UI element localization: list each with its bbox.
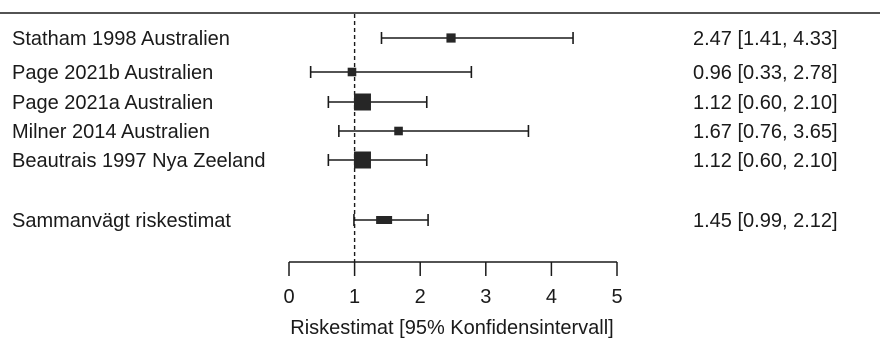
study-label: Page 2021b Australien xyxy=(12,62,213,84)
study-point-estimate xyxy=(353,93,371,111)
x-tick-label: 3 xyxy=(480,286,491,308)
study-point-estimate xyxy=(347,67,357,77)
study-label: Beautrais 1997 Nya Zeeland xyxy=(12,150,266,172)
x-tick-label: 2 xyxy=(415,286,426,308)
summary-label: Sammanvägt riskestimat xyxy=(12,210,231,232)
study-ci-text: 1.67 [0.76, 3.65] xyxy=(693,121,838,143)
x-axis: 0 1 2 3 4 5 xyxy=(283,261,623,308)
study-ci-text: 1.12 [0.60, 2.10] xyxy=(693,150,838,172)
study-label: Milner 2014 Australien xyxy=(12,121,210,143)
study-ci-text: 0.96 [0.33, 2.78] xyxy=(693,62,838,84)
study-point-estimate xyxy=(446,33,456,43)
study-ci-text: 1.12 [0.60, 2.10] xyxy=(693,92,838,114)
study-rows: Statham 1998 Australien 2.47 [1.41, 4.33]… xyxy=(12,14,838,262)
x-tick-label: 0 xyxy=(283,286,294,308)
study-ci-text: 2.47 [1.41, 4.33] xyxy=(693,28,838,50)
summary-ci-text: 1.45 [0.99, 2.12] xyxy=(693,210,838,232)
study-point-estimate xyxy=(394,126,403,136)
x-tick-label: 1 xyxy=(349,286,360,308)
x-axis-title: Riskestimat [95% Konfidensintervall] xyxy=(290,317,613,339)
study-label: Statham 1998 Australien xyxy=(12,28,230,50)
x-tick-label: 5 xyxy=(611,286,622,308)
x-tick-label: 4 xyxy=(546,286,557,308)
study-label: Page 2021a Australien xyxy=(12,92,213,114)
study-point-estimate xyxy=(353,151,371,169)
summary-point-estimate xyxy=(376,216,393,224)
